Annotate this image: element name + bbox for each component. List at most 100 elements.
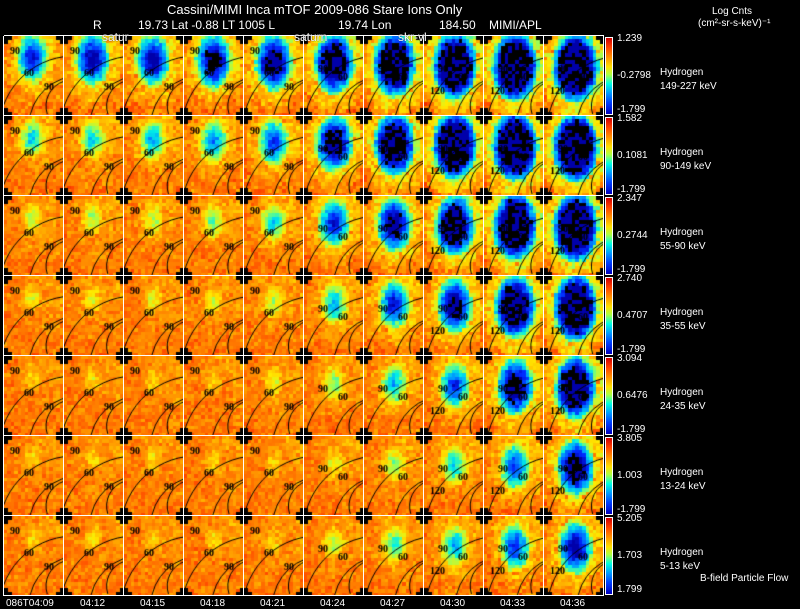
heatmap-panel bbox=[4, 436, 64, 516]
heatmap-panel bbox=[244, 116, 304, 196]
saturn-overlay-label-2: saturn bbox=[294, 30, 328, 44]
colorbar bbox=[605, 357, 613, 435]
heatmap-cells bbox=[424, 516, 484, 596]
colorbar-min-label: -1.799 bbox=[617, 504, 646, 515]
heatmap-panel bbox=[484, 276, 544, 356]
heatmap-panel bbox=[544, 276, 604, 356]
colorbar-max-label: 1.582 bbox=[617, 113, 643, 124]
time-tick-label: 04:15 bbox=[140, 598, 166, 609]
heatmap-cells bbox=[304, 116, 364, 196]
heatmap-panel bbox=[484, 36, 544, 116]
heatmap-panel bbox=[424, 276, 484, 356]
heatmap-cells bbox=[424, 356, 484, 436]
bfield-legend: B-field Particle Flow bbox=[700, 573, 789, 584]
heatmap-cells bbox=[484, 116, 544, 196]
colorbar-max-label: 3.094 bbox=[617, 353, 643, 364]
grid-line bbox=[4, 115, 604, 116]
heatmap-panel bbox=[124, 516, 184, 596]
heatmap-cells bbox=[244, 516, 304, 596]
heatmap-cells bbox=[124, 276, 184, 356]
colorbar-min-label: -1.799 bbox=[617, 344, 646, 355]
heatmap-cells bbox=[124, 436, 184, 516]
heatmap-cells bbox=[544, 36, 604, 116]
skr-overlay-label: skr-vl bbox=[398, 30, 427, 44]
heatmap-cells bbox=[424, 276, 484, 356]
heatmap-panel bbox=[424, 516, 484, 596]
heatmap-cells bbox=[364, 196, 424, 276]
grid-line bbox=[4, 355, 604, 356]
heatmap-panel bbox=[364, 436, 424, 516]
units-label: Log Cnts bbox=[712, 6, 753, 17]
heatmap-cells bbox=[4, 276, 64, 356]
heatmap-cells bbox=[4, 516, 64, 596]
grid-line bbox=[363, 36, 364, 596]
grid-line bbox=[483, 36, 484, 596]
heatmap-cells bbox=[484, 516, 544, 596]
heatmap-cells bbox=[244, 356, 304, 436]
colorbar bbox=[605, 517, 613, 595]
heatmap-panel bbox=[64, 276, 124, 356]
heatmap-panel bbox=[184, 116, 244, 196]
units-formula: (cm²-sr-s-keV)⁻¹ bbox=[698, 18, 771, 29]
r-label: R bbox=[93, 18, 102, 32]
heatmap-cells bbox=[64, 436, 124, 516]
heatmap-cells bbox=[304, 36, 364, 116]
heatmap-panel bbox=[484, 516, 544, 596]
heatmap-panel bbox=[424, 196, 484, 276]
grid-line bbox=[4, 195, 604, 196]
heatmap-cells bbox=[484, 436, 544, 516]
species-label: Hydrogen bbox=[660, 67, 704, 78]
grid-line bbox=[4, 435, 604, 436]
heatmap-panel bbox=[364, 116, 424, 196]
heatmap-panel bbox=[544, 196, 604, 276]
species-label: Hydrogen bbox=[660, 387, 704, 398]
heatmap-panel bbox=[124, 36, 184, 116]
lon-readout: 19.74 Lon bbox=[338, 18, 392, 32]
heatmap-panel bbox=[484, 436, 544, 516]
time-tick-label: 04:30 bbox=[440, 598, 466, 609]
grid-line bbox=[183, 36, 184, 596]
heatmap-panel bbox=[244, 356, 304, 436]
heatmap-cells bbox=[484, 356, 544, 436]
energy-range-label: 24-35 keV bbox=[660, 401, 706, 412]
heatmap-cells bbox=[184, 116, 244, 196]
heatmap-cells bbox=[184, 516, 244, 596]
colorbar bbox=[605, 197, 613, 275]
heatmap-cells bbox=[304, 276, 364, 356]
heatmap-cells bbox=[364, 516, 424, 596]
heatmap-panel bbox=[124, 436, 184, 516]
heatmap-panel bbox=[364, 356, 424, 436]
time-tick-label: 04:12 bbox=[80, 598, 106, 609]
heatmap-cells bbox=[364, 356, 424, 436]
species-label: Hydrogen bbox=[660, 227, 704, 238]
heatmap-panel bbox=[544, 516, 604, 596]
colorbar-mid-label: -0.2798 bbox=[617, 70, 651, 81]
grid-line bbox=[603, 36, 604, 596]
heatmap-cells bbox=[184, 356, 244, 436]
heatmap-panel bbox=[64, 196, 124, 276]
energy-range-label: 5-13 keV bbox=[660, 561, 701, 572]
grid-line bbox=[123, 36, 124, 596]
heatmap-panel bbox=[184, 196, 244, 276]
heatmap-cells bbox=[424, 196, 484, 276]
heatmap-panel bbox=[4, 516, 64, 596]
colorbar-max-label: 2.347 bbox=[617, 193, 643, 204]
energy-range-label: 35-55 keV bbox=[660, 321, 706, 332]
heatmap-panel bbox=[424, 36, 484, 116]
colorbar-mid-label: 0.4707 bbox=[617, 310, 648, 321]
time-tick-label: 04:21 bbox=[260, 598, 286, 609]
species-label: Hydrogen bbox=[660, 307, 704, 318]
heatmap-panel bbox=[484, 116, 544, 196]
heatmap-cells bbox=[64, 356, 124, 436]
colorbar-min-label: 1.799 bbox=[617, 584, 643, 595]
heatmap-panel bbox=[184, 276, 244, 356]
colorbar-min-label: -1.799 bbox=[617, 184, 646, 195]
colorbar bbox=[605, 117, 613, 195]
heatmap-cells bbox=[244, 276, 304, 356]
colorbar bbox=[605, 437, 613, 515]
heatmap-cells bbox=[64, 516, 124, 596]
heatmap-panel bbox=[184, 356, 244, 436]
heatmap-panel bbox=[64, 356, 124, 436]
heatmap-panel bbox=[304, 116, 364, 196]
colorbar-min-label: -1.799 bbox=[617, 264, 646, 275]
